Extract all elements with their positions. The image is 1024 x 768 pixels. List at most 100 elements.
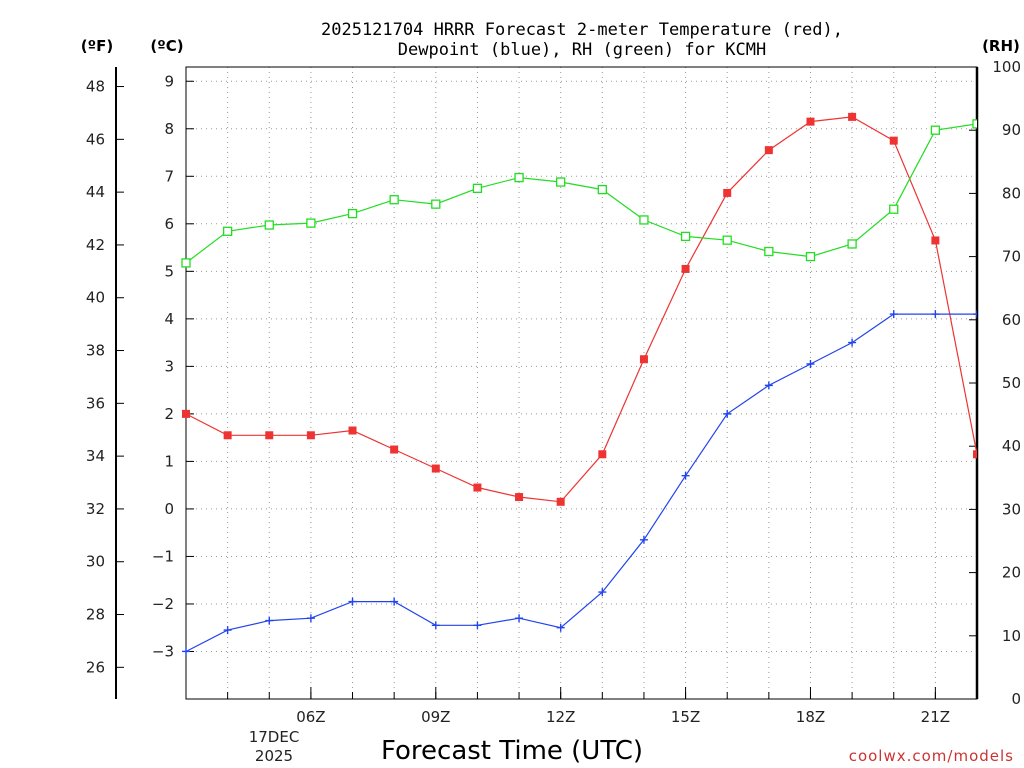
- chart-title-line1: 2025121704 HRRR Forecast 2-meter Tempera…: [321, 20, 843, 40]
- temperature-point: [973, 450, 977, 459]
- temperature-point: [223, 431, 232, 440]
- temperature-point: [265, 431, 274, 440]
- rh-tick-label: 90: [1002, 121, 1021, 139]
- dewpoint-point: [931, 310, 940, 319]
- x-tick-label: 09Z: [421, 708, 450, 726]
- fahrenheit-unit-label: (ºF): [81, 37, 113, 55]
- x-tick-label: 12Z: [546, 708, 575, 726]
- temperature-point: [723, 188, 732, 197]
- date-line-year: 2025: [255, 747, 293, 765]
- temperature-point: [390, 445, 399, 454]
- dewpoint-point: [556, 623, 565, 632]
- rh-point: [847, 239, 857, 249]
- temperature-point: [848, 112, 857, 121]
- fahrenheit-tick-label: 44: [86, 183, 105, 201]
- rh-point: [222, 226, 233, 236]
- x-tick-label: 18Z: [796, 708, 825, 726]
- rh-tick-label: 10: [1002, 627, 1021, 645]
- rh-tick-label: 30: [1002, 500, 1021, 518]
- fahrenheit-tick-label: 34: [86, 447, 105, 465]
- temperature-point: [431, 464, 440, 473]
- dewpoint-point: [223, 626, 232, 635]
- dewpoint-point: [348, 597, 357, 606]
- rh-point: [389, 195, 399, 205]
- rh-unit-label: (RH): [982, 37, 1020, 55]
- celsius-tick-label: 6: [164, 215, 174, 233]
- rh-tick-label: 20: [1002, 564, 1021, 582]
- celsius-tick-label: 7: [164, 167, 174, 185]
- fahrenheit-tick-label: 32: [86, 500, 105, 518]
- celsius-tick-label: −1: [152, 547, 174, 565]
- celsius-tick-label: 8: [164, 120, 174, 138]
- temperature-point: [182, 409, 190, 418]
- dewpoint-point: [182, 647, 190, 656]
- rh-point: [264, 220, 274, 230]
- dewpoint-point: [806, 359, 815, 368]
- temperature-point: [348, 426, 357, 435]
- rh-tick-label: 100: [992, 58, 1021, 76]
- rh-tick-label: 50: [1002, 374, 1021, 392]
- temperature-point: [515, 493, 524, 502]
- temperature-point: [556, 497, 565, 506]
- rh-point: [972, 119, 977, 129]
- chart-title-line2: Dewpoint (blue), RH (green) for KCMH: [398, 40, 766, 60]
- dewpoint-point: [764, 381, 773, 390]
- rh-tick-label: 70: [1002, 248, 1021, 266]
- dewpoint-point: [723, 409, 732, 418]
- dewpoint-point: [390, 597, 399, 606]
- rh-tick-label: 40: [1002, 437, 1021, 455]
- fahrenheit-tick-label: 36: [86, 394, 105, 412]
- fahrenheit-tick-label: 38: [86, 342, 105, 360]
- celsius-tick-label: 1: [164, 452, 174, 470]
- temperature-point: [306, 431, 315, 440]
- x-tick-label: 06Z: [296, 708, 325, 726]
- rh-point: [680, 231, 691, 242]
- fahrenheit-tick-label: 46: [86, 130, 105, 148]
- data-series: [181, 112, 977, 656]
- rh-point: [722, 235, 732, 245]
- rh-point: [597, 184, 607, 195]
- date-line-day: 17DEC: [249, 728, 300, 746]
- temperature-point: [598, 450, 607, 459]
- fahrenheit-tick-label: 26: [86, 658, 105, 676]
- rh-point: [347, 208, 358, 219]
- fahrenheit-tick-label: 30: [86, 553, 105, 571]
- fahrenheit-tick-label: 48: [86, 78, 105, 96]
- x-tick-label: 21Z: [921, 708, 950, 726]
- celsius-tick-label: 5: [164, 262, 174, 280]
- dewpoint-point: [306, 614, 315, 623]
- credit-text: coolwx.com/models: [849, 747, 1014, 765]
- temperature-point: [889, 136, 898, 145]
- temperature-point: [806, 117, 815, 126]
- temperature-point: [931, 236, 940, 245]
- rh-point: [764, 246, 774, 257]
- rh-line: [185, 123, 977, 264]
- temperature-point: [764, 146, 773, 155]
- rh-point: [472, 183, 483, 193]
- dewpoint-point: [848, 338, 857, 347]
- x-axis-label: Forecast Time (UTC): [381, 736, 643, 766]
- fahrenheit-tick-label: 28: [86, 606, 105, 624]
- celsius-tick-label: 2: [164, 405, 174, 423]
- temperature-point: [639, 355, 648, 364]
- dewpoint-line: [185, 313, 977, 653]
- celsius-tick-label: 3: [164, 357, 174, 375]
- dewpoint-point: [265, 616, 274, 625]
- rh-point: [514, 172, 524, 183]
- temperature-point: [473, 483, 482, 492]
- dewpoint-point: [598, 588, 607, 597]
- celsius-tick-label: 9: [164, 72, 174, 90]
- celsius-tick-label: 4: [164, 310, 174, 328]
- celsius-tick-label: 0: [164, 500, 174, 518]
- rh-point: [889, 204, 899, 214]
- celsius-tick-label: −2: [152, 595, 174, 613]
- fahrenheit-tick-label: 40: [86, 289, 105, 307]
- grid-lines: [185, 67, 978, 699]
- fahrenheit-tick-label: 42: [86, 236, 105, 254]
- dewpoint-point: [515, 614, 524, 623]
- dewpoint-point: [431, 621, 440, 630]
- rh-point: [431, 199, 441, 209]
- dewpoint-point: [473, 621, 482, 630]
